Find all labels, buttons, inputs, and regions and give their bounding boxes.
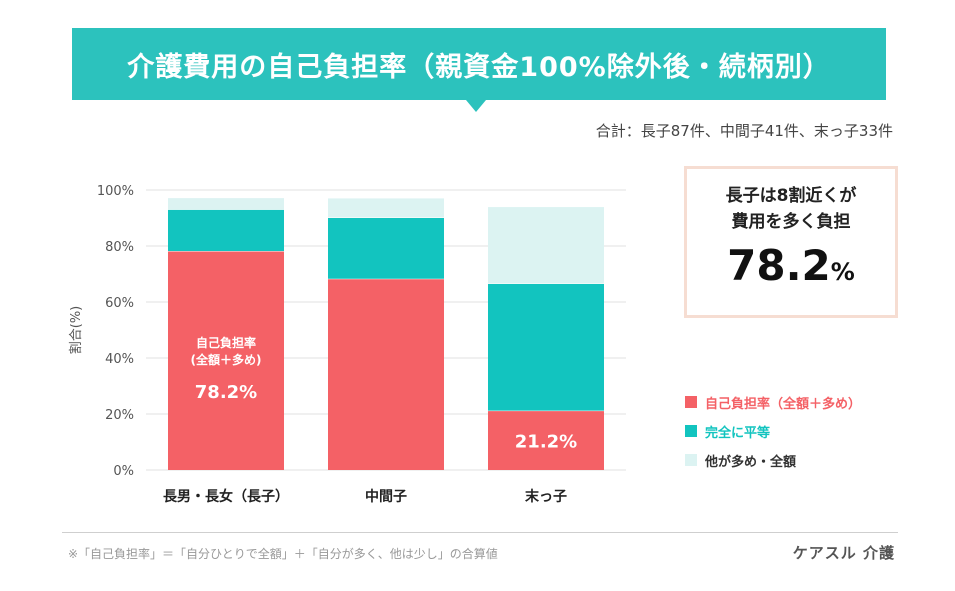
data-label-value: 21.2% (515, 431, 577, 452)
legend-item: 自己負担率（全額＋多め） (685, 393, 862, 412)
y-tick-label: 100% (97, 184, 134, 199)
data-label-value: 78.2% (195, 382, 257, 403)
footer-divider (62, 532, 898, 533)
legend-swatch (685, 425, 697, 437)
bar-segment (168, 198, 284, 210)
bar-segment (168, 251, 284, 470)
brand-logo-text: ケアスル 介護 (792, 544, 895, 562)
bar-segment (328, 198, 444, 218)
x-tick-label: 長男・長女（長子） (163, 488, 289, 505)
callout-line-1: 長子は8割近くが (725, 186, 857, 206)
footnote: ※「自己負担率」＝「自分ひとりで全額」＋「自分が多く、他は少し」の合算値 (68, 547, 498, 561)
legend-swatch (685, 454, 697, 466)
x-tick-label: 末っ子 (525, 488, 567, 505)
y-tick-label: 60% (105, 296, 134, 311)
total-count-note: 合計：長子87件、中間子41件、末っ子33件 (595, 122, 893, 140)
y-axis-label: 割合(%) (68, 306, 84, 355)
y-tick-label: 0% (113, 464, 134, 479)
chart-title: 介護費用の自己負担率（親資金100%除外後・続柄別） (72, 28, 886, 100)
data-label-title: 自己負担率 (196, 335, 256, 350)
bar-segment (328, 278, 444, 470)
callout-line-2: 費用を多く負担 (731, 212, 851, 232)
bar-segment (488, 207, 604, 284)
legend-label: 自己負担率（全額＋多め） (705, 396, 862, 412)
callout-value-number: 78.2 (727, 241, 831, 290)
legend-swatch (685, 396, 697, 408)
legend-label: 他が多め・全額 (705, 454, 797, 470)
bar-segment (488, 410, 604, 470)
y-tick-label: 20% (105, 408, 134, 423)
title-pointer (466, 100, 486, 112)
y-tick-label: 40% (105, 352, 134, 367)
bar-segment (168, 209, 284, 252)
callout-value: 78.2% (687, 241, 895, 290)
data-label-title: (全額＋多め) (191, 352, 262, 367)
legend-item: 完全に平等 (685, 422, 861, 441)
highlight-callout: 長子は8割近くが 費用を多く負担 78.2% (684, 166, 898, 318)
x-tick-label: 中間子 (365, 488, 407, 505)
callout-value-unit: % (830, 258, 855, 286)
bar-segment (488, 283, 604, 411)
legend-label: 完全に平等 (705, 425, 771, 441)
bar-segment (328, 217, 444, 279)
y-tick-label: 80% (105, 240, 134, 255)
chart-legend: 自己負担率（全額＋多め） 完全に平等他が多め・全額 (685, 393, 861, 480)
legend-item: 他が多め・全額 (685, 451, 861, 470)
